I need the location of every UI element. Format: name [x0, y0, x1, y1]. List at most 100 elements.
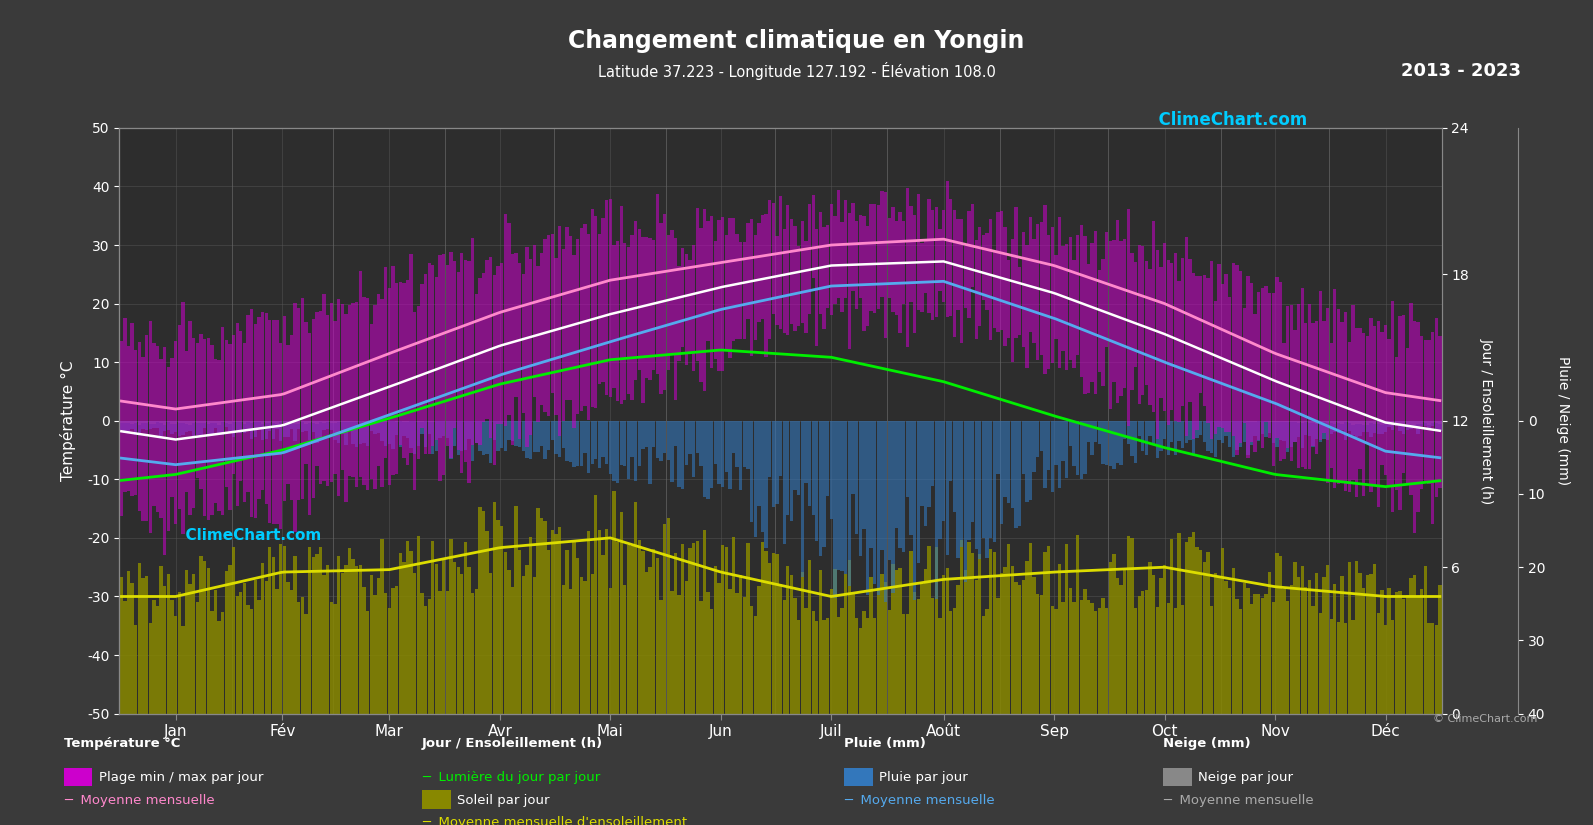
Bar: [282, 421, 287, 436]
Bar: [417, 306, 421, 459]
Bar: [830, 421, 833, 519]
Bar: [725, 421, 728, 472]
Bar: [660, 421, 663, 460]
Bar: [1131, 538, 1134, 714]
Bar: [170, 357, 174, 497]
Bar: [634, 421, 637, 482]
Bar: [435, 563, 438, 714]
Bar: [1325, 565, 1329, 714]
Bar: [1177, 421, 1180, 441]
Bar: [1311, 323, 1314, 446]
Bar: [569, 421, 572, 462]
Bar: [202, 561, 205, 714]
Bar: [298, 602, 301, 714]
Bar: [193, 338, 196, 508]
Bar: [602, 218, 605, 382]
Bar: [1435, 625, 1438, 714]
Bar: [247, 314, 250, 493]
Bar: [159, 567, 162, 714]
Bar: [841, 421, 844, 572]
Bar: [330, 421, 333, 430]
Bar: [123, 421, 126, 422]
Bar: [1330, 421, 1333, 422]
Bar: [199, 334, 202, 489]
Bar: [728, 219, 731, 358]
Text: Latitude 37.223 - Longitude 127.192 - Élévation 108.0: Latitude 37.223 - Longitude 127.192 - Él…: [597, 62, 996, 80]
Bar: [182, 421, 185, 435]
Bar: [1180, 421, 1184, 448]
Bar: [1015, 207, 1018, 338]
Bar: [927, 421, 930, 507]
Bar: [992, 552, 996, 714]
Bar: [1163, 243, 1166, 411]
Bar: [714, 241, 717, 359]
Bar: [472, 238, 475, 445]
Bar: [580, 421, 583, 466]
Bar: [1300, 421, 1303, 449]
Y-axis label: Pluie / Neige (mm): Pluie / Neige (mm): [1556, 356, 1571, 485]
Bar: [276, 320, 279, 524]
Bar: [967, 542, 970, 714]
Bar: [645, 572, 648, 714]
Bar: [1195, 421, 1200, 438]
Bar: [924, 240, 927, 293]
Text: Changement climatique en Yongin: Changement climatique en Yongin: [569, 29, 1024, 53]
Bar: [427, 263, 430, 454]
Bar: [1188, 259, 1192, 403]
Bar: [159, 360, 162, 518]
Bar: [134, 421, 137, 422]
Bar: [282, 421, 287, 424]
Bar: [153, 600, 156, 714]
Bar: [753, 616, 757, 714]
Bar: [366, 298, 370, 490]
Bar: [478, 421, 481, 451]
Bar: [1098, 271, 1101, 372]
Bar: [413, 421, 416, 455]
Bar: [1305, 587, 1308, 714]
Bar: [304, 421, 307, 431]
Bar: [949, 421, 953, 481]
Bar: [352, 559, 355, 714]
Bar: [808, 204, 811, 314]
Bar: [1344, 421, 1348, 440]
Bar: [768, 421, 771, 478]
Bar: [1370, 421, 1373, 436]
Bar: [924, 569, 927, 714]
Bar: [706, 592, 710, 714]
Bar: [225, 571, 228, 714]
Bar: [489, 257, 492, 438]
Bar: [867, 226, 870, 326]
Bar: [1337, 421, 1340, 433]
Bar: [304, 322, 307, 464]
Bar: [258, 600, 261, 714]
Bar: [467, 421, 470, 439]
Bar: [247, 421, 250, 422]
Bar: [1171, 263, 1174, 410]
Bar: [1141, 421, 1144, 450]
Bar: [378, 421, 381, 433]
Bar: [1311, 421, 1314, 446]
Bar: [417, 421, 421, 422]
Bar: [671, 421, 674, 482]
Bar: [543, 239, 546, 412]
Bar: [213, 421, 217, 423]
Bar: [167, 574, 170, 714]
Bar: [127, 421, 131, 432]
Bar: [202, 421, 205, 423]
Bar: [1200, 421, 1203, 436]
Bar: [1058, 217, 1061, 368]
Bar: [384, 592, 387, 714]
Bar: [1413, 421, 1416, 426]
Bar: [992, 421, 996, 542]
Bar: [347, 421, 350, 422]
Bar: [1290, 305, 1294, 461]
Bar: [961, 540, 964, 714]
Text: Neige par jour: Neige par jour: [1198, 771, 1294, 785]
Bar: [170, 421, 174, 424]
Bar: [540, 517, 543, 714]
Bar: [515, 252, 518, 397]
Bar: [301, 298, 304, 498]
Bar: [1322, 421, 1325, 422]
Bar: [1435, 421, 1438, 423]
Bar: [1134, 262, 1137, 367]
